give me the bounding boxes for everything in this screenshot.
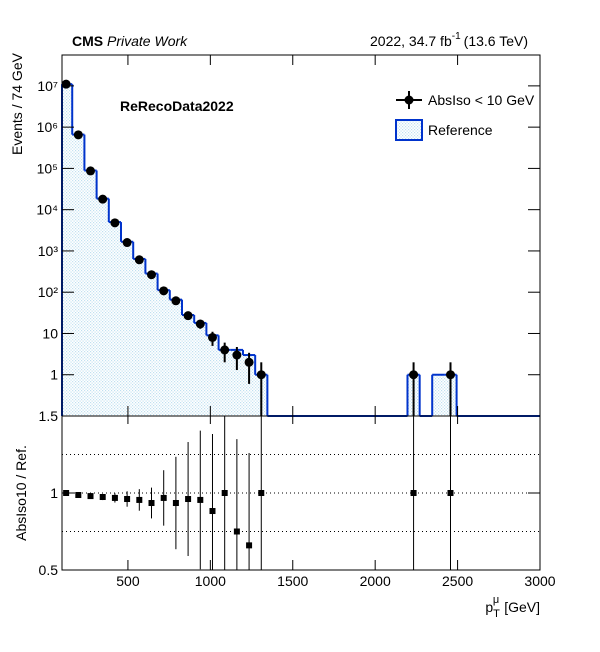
x-tick-label: 1000	[195, 573, 226, 589]
ratio-point	[99, 494, 106, 501]
data-point	[171, 296, 181, 306]
data-point	[256, 370, 266, 380]
data-point	[244, 357, 254, 367]
data-point	[445, 370, 455, 380]
data-point	[159, 286, 169, 296]
reference-bin	[242, 355, 256, 416]
x-tick-label: 1500	[277, 573, 308, 589]
x-label-unit: [GeV]	[504, 599, 540, 615]
y-tick-label: 1	[50, 485, 58, 501]
lumi: 2022, 34.7 fb	[370, 33, 452, 49]
x-tick-label: 3000	[524, 573, 555, 589]
reference-bin	[169, 299, 182, 416]
lumi-exp: -1	[452, 31, 461, 42]
reference-bin	[133, 258, 146, 416]
legend-label: Reference	[428, 122, 493, 138]
reference-bin	[145, 273, 158, 416]
ratio-point	[160, 494, 167, 501]
reference-bin	[194, 322, 207, 416]
ratio-point	[63, 490, 70, 496]
x-tick-label: 500	[116, 573, 140, 589]
ratio-point	[197, 496, 204, 503]
data-point	[207, 332, 217, 342]
ratio-y-axis-label: AbsIso10 / Ref.	[13, 445, 29, 541]
ratio-point	[221, 490, 228, 496]
data-point	[183, 311, 193, 321]
data-point	[409, 370, 419, 380]
legend-marker	[404, 95, 414, 105]
reference-bin	[72, 134, 85, 416]
data-point	[220, 345, 230, 355]
reference-bin	[181, 315, 195, 416]
ratio-point	[209, 508, 216, 515]
y-tick-label: 10⁷	[37, 78, 58, 94]
ratio-point	[148, 500, 155, 507]
data-point	[73, 130, 83, 140]
ratio-point	[124, 496, 131, 503]
cms-label: CMS Private Work	[72, 33, 188, 49]
x-label-base: p	[485, 599, 493, 615]
y-tick-label: 0.5	[39, 562, 59, 578]
x-tick-label: 2000	[360, 573, 391, 589]
ratio-point	[172, 500, 179, 507]
reference-bin	[84, 170, 97, 416]
ratio-point	[75, 492, 82, 499]
reference-bin	[96, 198, 109, 416]
status: Private Work	[107, 33, 188, 49]
y-tick-label: 10³	[38, 243, 59, 259]
ratio-point	[246, 542, 253, 549]
data-point	[122, 238, 132, 248]
legend-label: AbsIso < 10 GeV	[428, 92, 535, 108]
ratio-point	[410, 490, 417, 496]
y-tick-label: 10⁵	[37, 160, 58, 176]
y-tick-label: 10	[42, 325, 58, 341]
x-axis-label: pTμ [GeV]	[485, 594, 540, 620]
data-point	[86, 166, 96, 176]
x-label-sup: μ	[493, 594, 499, 606]
ratio-point	[447, 490, 454, 496]
reference-bin	[157, 290, 170, 416]
x-label-sub: T	[493, 608, 500, 620]
data-point	[61, 79, 71, 89]
data-point	[110, 218, 120, 228]
ratio-point	[258, 490, 265, 496]
y-tick-label: 10⁶	[37, 119, 58, 135]
x-tick-label: 2500	[442, 573, 473, 589]
annotation: ReRecoData2022	[120, 98, 234, 114]
ratio-point	[111, 494, 118, 501]
energy: (13.6 TeV)	[464, 33, 528, 49]
reference-bin	[206, 335, 219, 416]
lumi-label: 2022, 34.7 fb-1 (13.6 TeV)	[370, 31, 528, 49]
data-point	[134, 255, 144, 265]
ratio-point	[233, 528, 240, 535]
data-point	[195, 319, 205, 329]
y-tick-label: 1	[50, 367, 58, 383]
data-point	[98, 194, 108, 204]
reference-bin	[108, 222, 122, 416]
data-point	[147, 270, 157, 280]
frame	[61, 415, 541, 571]
reference-bin	[230, 349, 243, 416]
y-tick-label: 10²	[38, 284, 59, 300]
experiment: CMS	[72, 33, 103, 49]
reference-bin	[218, 349, 231, 416]
reference-bin	[62, 84, 73, 417]
reference-bin	[121, 241, 134, 416]
ratio-point	[87, 493, 94, 500]
y-tick-label: 1.5	[39, 408, 59, 424]
ratio-point	[136, 496, 143, 503]
legend-swatch	[395, 119, 423, 141]
y-tick-label: 10⁴	[36, 202, 58, 218]
reference-bin	[432, 374, 445, 416]
ratio-point	[185, 496, 192, 503]
y-axis-label: Events / 74 GeV	[9, 52, 25, 155]
data-point	[232, 350, 242, 360]
